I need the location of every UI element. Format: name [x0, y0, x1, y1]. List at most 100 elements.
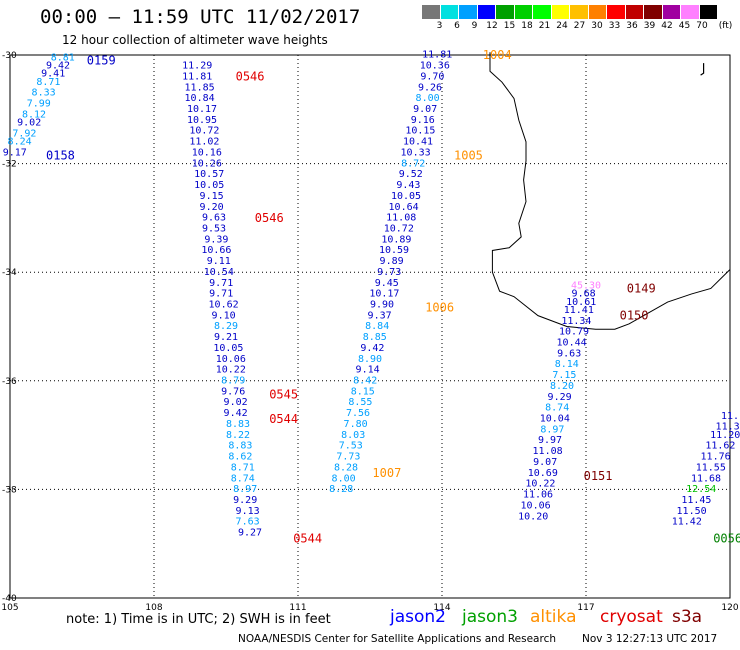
pass-time-label: 0056	[713, 531, 740, 545]
swh-value: 10.36	[420, 61, 450, 72]
swh-value: 9.71	[209, 289, 233, 300]
scale-label: 15	[503, 21, 516, 31]
scale-label: 45	[678, 21, 691, 31]
pass-time-label: 0544	[293, 531, 322, 545]
swh-value: 9.63	[557, 348, 581, 359]
pass-time-label: 0546	[255, 211, 284, 225]
swh-value: 9.17	[3, 147, 27, 158]
scale-swatch	[459, 5, 478, 19]
scale-swatch	[422, 5, 441, 19]
swh-value: 8.42	[353, 376, 377, 387]
pass-time-label: 0149	[627, 281, 656, 295]
legend-s3a: s3a	[672, 607, 703, 627]
swh-value: 11.41	[564, 305, 594, 316]
swh-value: 9.42	[224, 408, 248, 419]
swh-value: 9.29	[233, 495, 257, 506]
swh-value: 10.15	[405, 126, 435, 137]
scale-label: 27	[573, 21, 586, 31]
swh-value: 10.84	[185, 93, 215, 104]
swh-value: 9.15	[200, 191, 224, 202]
swh-value: 9.70	[420, 71, 444, 82]
swh-value: 8.83	[228, 441, 252, 452]
swh-value: 8.15	[351, 386, 375, 397]
scale-swatch	[588, 5, 607, 19]
y-tick-label: -34	[2, 268, 17, 278]
swh-value: 8.55	[348, 397, 372, 408]
scale-label: 12	[486, 21, 498, 31]
swh-value: 11.08	[533, 446, 563, 457]
scale-swatch	[533, 5, 552, 19]
swh-value: 9.29	[548, 392, 572, 403]
swh-value: 8.20	[550, 381, 574, 392]
swh-value: 10.22	[216, 365, 246, 376]
swh-value: 9.89	[380, 256, 404, 267]
x-tick-label: 117	[577, 603, 594, 613]
scale-label: 39	[643, 21, 656, 31]
scale-swatch	[440, 5, 459, 19]
swh-value: 10.64	[389, 202, 419, 213]
scale-label: 24	[556, 21, 568, 31]
color-scale-bar	[422, 5, 718, 19]
swh-value: 8.12	[22, 109, 46, 120]
swh-value: 9.52	[399, 169, 423, 180]
swh-value: 10.61	[566, 297, 596, 308]
y-tick-label: -38	[2, 485, 17, 495]
swh-value: 10.62	[209, 299, 239, 310]
swh-value: 10.54	[204, 267, 234, 278]
pass-time-label: 1004	[483, 48, 512, 62]
swh-value: 10.41	[403, 137, 433, 148]
swh-value: 8.62	[228, 452, 252, 463]
swh-value: 9.90	[370, 299, 394, 310]
swh-value: 10.04	[540, 414, 570, 425]
swh-value: 9.27	[238, 528, 262, 539]
swh-value: 8.00	[332, 473, 356, 484]
swh-value: 10.17	[369, 289, 399, 300]
legend-altika: altika	[530, 607, 577, 627]
swh-value: 10.17	[187, 104, 217, 115]
swh-value: 11.45	[681, 495, 711, 506]
pass-time-label: 0151	[584, 469, 613, 483]
swh-value: 9.53	[202, 223, 226, 234]
y-tick-label: -40	[2, 594, 17, 604]
swh-value: 9.13	[236, 506, 260, 517]
island-marker	[700, 63, 705, 76]
pass-time-label: 1007	[372, 466, 401, 480]
scale-label: 70	[696, 21, 708, 31]
swh-value: 10.05	[391, 191, 421, 202]
pass-time-label: 1005	[454, 148, 483, 162]
swh-value: 7.99	[27, 99, 51, 110]
swh-value: 8.84	[365, 321, 389, 332]
scale-label: 42	[661, 21, 673, 31]
swh-value: 10.66	[201, 245, 231, 256]
scale-swatch	[607, 5, 626, 19]
swh-value: 7.73	[336, 452, 360, 463]
swh-value: 11.50	[677, 506, 707, 517]
scale-label: 33	[608, 21, 621, 31]
coastline	[489, 52, 731, 330]
swh-value: 11.02	[189, 137, 219, 148]
swh-value: 9.26	[418, 82, 442, 93]
legend-jason2: jason2	[390, 607, 446, 627]
swh-value: 9.42	[360, 343, 384, 354]
scale-label: 9	[471, 21, 478, 31]
scale-swatch	[699, 5, 718, 19]
swh-value: 9.71	[209, 278, 233, 289]
scale-swatch	[644, 5, 663, 19]
swh-value: 10.33	[401, 147, 431, 158]
pass-time-label: 0545	[269, 387, 298, 401]
swh-value: 10.72	[384, 223, 414, 234]
swh-value: 10.06	[521, 500, 551, 511]
swh-value: 11.42	[672, 517, 702, 528]
swh-value: 10.06	[216, 354, 246, 365]
swh-value: 8.72	[401, 158, 425, 169]
pass-time-label: 0159	[87, 53, 116, 67]
swh-value: 10.26	[192, 158, 222, 169]
swh-value: 8.71	[36, 77, 60, 88]
footer-credit: NOAA/NESDIS Center for Satellite Applica…	[238, 633, 556, 645]
swh-value: 45.30	[571, 280, 601, 291]
swh-value: 7.15	[552, 370, 576, 381]
swh-value: 11.34	[561, 316, 591, 327]
pass-time-label: 0546	[236, 70, 265, 84]
x-tick-label: 114	[433, 603, 450, 613]
swh-value: 9.21	[214, 332, 238, 343]
